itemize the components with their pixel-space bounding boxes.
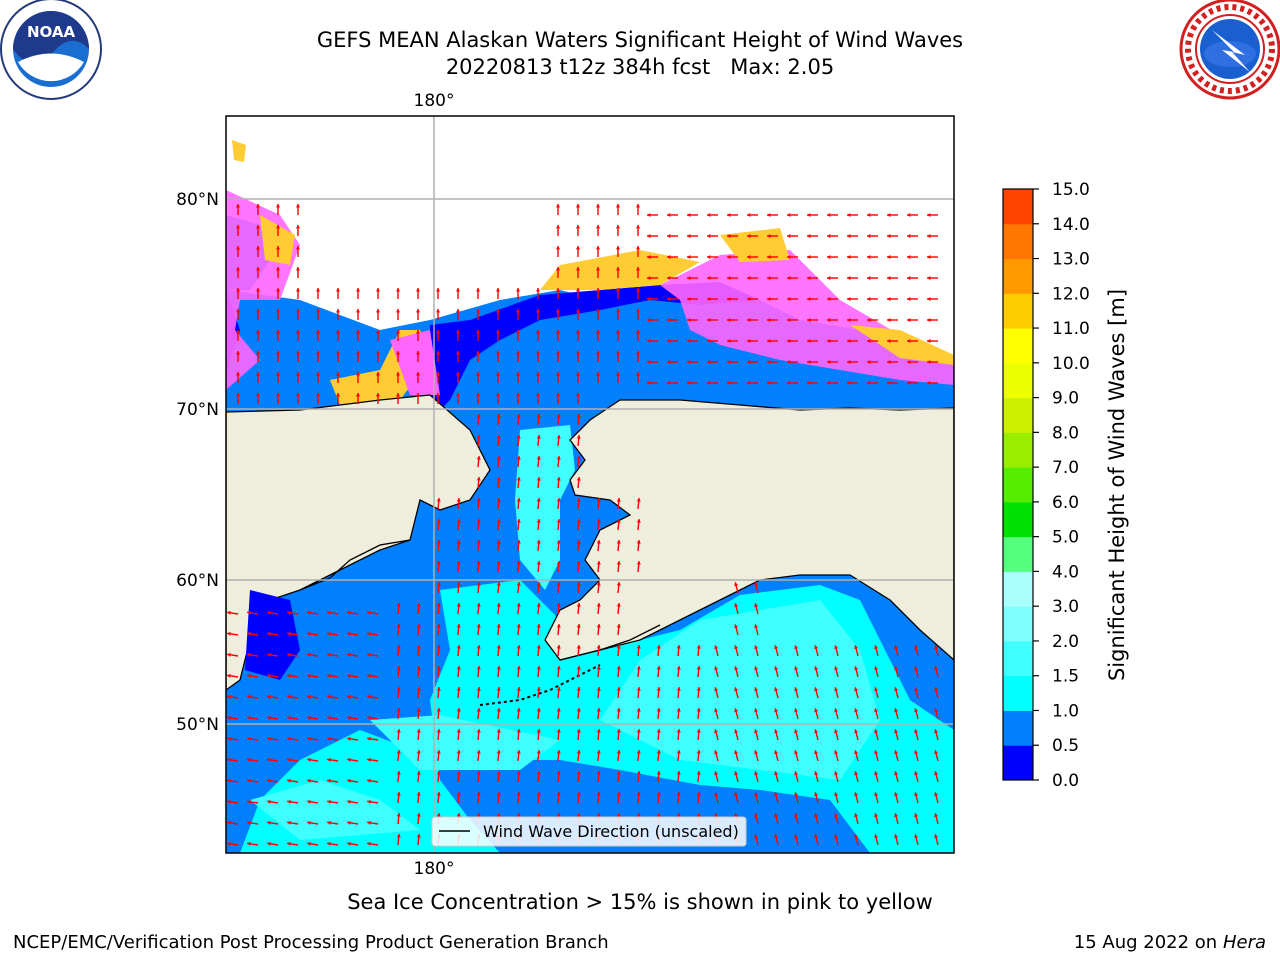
colorbar-segment xyxy=(1003,710,1033,746)
colorbar-tick-label: 4.0 xyxy=(1052,562,1079,582)
max-value: Max: 2.05 xyxy=(730,55,835,79)
colorbar-segment xyxy=(1003,362,1033,399)
colorbar-title: Significant Height of Wind Waves [m] xyxy=(1105,289,1129,681)
legend-label: Wind Wave Direction (unscaled) xyxy=(483,822,739,841)
colorbar-tick-label: 10.0 xyxy=(1052,354,1090,374)
nws-logo-icon xyxy=(1179,0,1280,100)
colorbar-segment xyxy=(1003,675,1033,711)
top-lon-label: 180° xyxy=(414,91,455,111)
colorbar-frame xyxy=(1002,188,1034,781)
colorbar-segment xyxy=(1003,189,1033,225)
footer-credit: NCEP/EMC/Verification Post Processing Pr… xyxy=(13,932,609,953)
colorbar-tick-label: 7.0 xyxy=(1052,458,1079,478)
colorbar-tick-label: 13.0 xyxy=(1052,250,1090,270)
footer-date-text: 15 Aug 2022 on xyxy=(1073,932,1218,953)
colorbar-segment xyxy=(1003,258,1033,294)
colorbar-segment xyxy=(1003,223,1033,260)
chart-title: GEFS MEAN Alaskan Waters Significant Hei… xyxy=(316,28,964,52)
colorbar-segment xyxy=(1003,467,1033,503)
land-alaska xyxy=(544,399,954,661)
lat-label-70: 70°N xyxy=(176,400,219,420)
colorbar-tick-label: 0.5 xyxy=(1052,736,1079,756)
wind-wave-arrows xyxy=(227,204,939,846)
colorbar-segment xyxy=(1003,293,1033,329)
map-legend: Wind Wave Direction (unscaled) xyxy=(431,816,747,847)
lat-label-80: 80°N xyxy=(176,190,219,210)
bottom-lon-label: 180° xyxy=(414,859,455,879)
colorbar-tick-label: 0.0 xyxy=(1052,771,1079,791)
colorbar-segment xyxy=(1003,397,1033,433)
lat-label-50: 50°N xyxy=(176,715,219,735)
forecast-date: 20220813 t12z 384h fcst xyxy=(445,55,711,79)
colorbar-tick-label: 5.0 xyxy=(1052,528,1079,548)
colorbar-segment xyxy=(1003,432,1033,468)
map-frame xyxy=(225,115,955,854)
colorbar-tick-label: 12.0 xyxy=(1052,284,1090,304)
colorbar-tick-label: 1.5 xyxy=(1052,667,1079,687)
gridlines xyxy=(226,116,954,853)
aleutian-islands xyxy=(479,664,601,706)
colorbar-tick-label: 1.0 xyxy=(1052,701,1079,721)
noaa-logo-text: NOAA xyxy=(27,23,76,41)
colorbar-segment xyxy=(1003,745,1033,781)
colorbar-segment xyxy=(1003,328,1033,364)
colorbar-tick-label: 15.0 xyxy=(1052,180,1090,200)
colorbar-tick-label: 6.0 xyxy=(1052,493,1079,513)
map-area xyxy=(226,116,954,853)
lat-label-60: 60°N xyxy=(176,571,219,591)
colorbar-segment xyxy=(1003,640,1033,677)
colorbar-tick-label: 8.0 xyxy=(1052,423,1079,443)
noaa-logo-icon: NOAA xyxy=(0,0,102,100)
colorbar-tick-label: 3.0 xyxy=(1052,597,1079,617)
colorbar-segment xyxy=(1003,571,1033,607)
colorbar-tick-label: 14.0 xyxy=(1052,215,1090,235)
colorbar-tick-label: 2.0 xyxy=(1052,632,1079,652)
sea-ice-caption: Sea Ice Concentration > 15% is shown in … xyxy=(347,890,933,914)
colorbar-tick-label: 11.0 xyxy=(1052,319,1090,339)
colorbar-segment xyxy=(1003,501,1033,538)
colorbar: 0.0 0.5 1.0 1.5 2.0 3.0 4.0 5.0 6.0 7.0 8.0 9.0 10.0… xyxy=(1002,180,1090,791)
chart-subtitle: 20220813 t12z 384h fcst Max: 2.05 xyxy=(140,54,1140,80)
colorbar-segment xyxy=(1003,606,1033,642)
colorbar-segment xyxy=(1003,536,1033,572)
footer-date: 15 Aug 2022 on Hera xyxy=(1074,932,1266,953)
colorbar-tick-label: 9.0 xyxy=(1052,389,1079,409)
footer-machine: Hera xyxy=(1222,932,1266,953)
